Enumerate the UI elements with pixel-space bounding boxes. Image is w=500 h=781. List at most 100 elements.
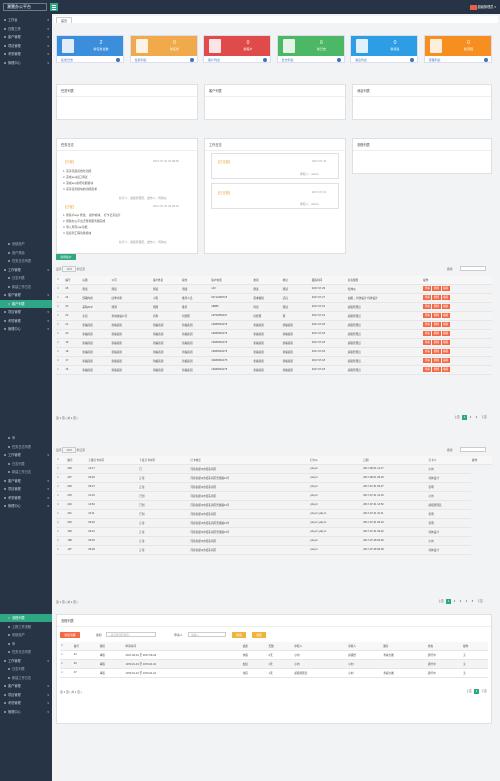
page-button[interactable]: 1: [474, 689, 479, 694]
sidebar-item[interactable]: 任务日志列表: [0, 648, 52, 656]
row-checkbox[interactable]: □: [56, 356, 65, 366]
column-header[interactable]: 图片: [382, 642, 427, 651]
row-action-button[interactable]: 查看: [423, 358, 432, 363]
row-checkbox[interactable]: □: [56, 302, 65, 312]
sidebar-item[interactable]: 日志列表: [0, 665, 52, 673]
column-header[interactable]: 编号: [72, 642, 99, 651]
row-checkbox[interactable]: □: [56, 491, 67, 501]
sidebar-item[interactable]: 工作管理 ▾: [0, 657, 52, 665]
column-header[interactable]: 日期: [362, 456, 428, 465]
row-checkbox[interactable]: □: [56, 536, 67, 546]
sidebar-item[interactable]: 客户管理 ▾: [0, 682, 52, 690]
row-checkbox[interactable]: □: [56, 320, 65, 330]
column-header[interactable]: 标题: [81, 276, 111, 285]
user-menu[interactable]: 超级管理员 ▾: [469, 4, 496, 10]
table-row[interactable]: □ 26 测试 测试 测试 测试 123 测试 测试 2017-07-29 何帅派 查看 删除 编辑: [56, 284, 492, 294]
sidebar-item[interactable]: 工作管理 ▾: [0, 266, 52, 274]
table-row[interactable]: □ 22 主营 查询快速公司 名称 何经理 13760656247 何经理测 2017-07-1…: [56, 311, 492, 321]
row-checkbox[interactable]: □: [56, 311, 65, 321]
column-header[interactable]: 操作: [422, 276, 492, 285]
row-checkbox[interactable]: □: [56, 347, 65, 357]
sidebar-item[interactable]: 管理中心 ▾: [0, 708, 52, 716]
sidebar-item[interactable]: 考勤管理 ▾: [0, 494, 52, 502]
sidebar-item[interactable]: 工作管理 ▾: [0, 451, 52, 459]
row-action-button[interactable]: 查看: [423, 313, 432, 318]
row-checkbox[interactable]: □: [56, 518, 67, 528]
row-action-button[interactable]: 查看: [423, 295, 432, 300]
sidebar-item[interactable]: 审: [0, 640, 52, 648]
column-header[interactable]: 审核人: [347, 642, 383, 651]
table-row[interactable]: □ 200 09:20 正常 河南省郑州市郑东新区普惠路13号 yxkj.cc,yxkj.…: [56, 518, 492, 528]
row-action-button[interactable]: 删除: [432, 367, 441, 372]
select-all-checkbox[interactable]: □: [60, 642, 73, 651]
sidebar-item[interactable]: 考勤管理 ▾: [0, 699, 52, 707]
sidebar-item[interactable]: 日志列表: [0, 274, 52, 282]
sidebar-item[interactable]: 系统用户: [0, 631, 52, 639]
stat-card[interactable]: 2 新任务总数 任务日志: [56, 35, 124, 63]
column-header[interactable]: 状态: [426, 642, 463, 651]
search-button[interactable]: 搜索: [232, 632, 246, 638]
stat-link[interactable]: 任务日志: [57, 56, 123, 64]
stat-link[interactable]: 客户列表: [204, 56, 270, 64]
sidebar-item[interactable]: 新建工作日志: [0, 674, 52, 682]
stat-link[interactable]: 任务列表: [131, 56, 197, 64]
sidebar-item[interactable]: 系统用户: [0, 240, 52, 248]
page-button[interactable]: 1: [446, 599, 451, 604]
page-size-select[interactable]: 10 ▾: [62, 447, 76, 453]
table-row[interactable]: □ 17 新编商团 新编商团 新编商团 新编商团 13683649175 新编商团 新编商团 20…: [56, 356, 492, 366]
sidebar-item[interactable]: 工作台 ▾: [0, 16, 52, 24]
column-header[interactable]: 地址: [281, 276, 311, 285]
table-row[interactable]: □ 18 新编商团 新编商团 新编商团 新编商团 13683649175 新编商团 新编商团 20…: [56, 347, 492, 357]
reset-button[interactable]: 重置: [252, 632, 266, 638]
sidebar-item[interactable]: 日志列表: [0, 460, 52, 468]
column-header[interactable]: 负责规则: [346, 276, 423, 285]
column-header[interactable]: 跟踪时间: [310, 276, 347, 285]
table-row[interactable]: □ 23 采购AFP 测测 测测 推荐 18880 阿凯 测试 2017-07-19 超级管理员 查看…: [56, 302, 492, 312]
row-action-button[interactable]: 编辑: [441, 313, 450, 318]
page-button[interactable]: 3: [459, 600, 462, 603]
column-header[interactable]: 操作: [462, 642, 488, 651]
column-header[interactable]: 天数: [267, 642, 294, 651]
row-checkbox[interactable]: □: [56, 482, 67, 492]
sidebar-item[interactable]: 用户角色: [0, 249, 52, 257]
column-header[interactable]: 打卡人: [427, 456, 472, 465]
sidebar-item[interactable]: 客户管理 ▾: [0, 33, 52, 41]
column-header[interactable]: 申请时间: [124, 642, 242, 651]
row-action-button[interactable]: 编辑: [441, 331, 450, 336]
row-checkbox[interactable]: □: [56, 284, 65, 294]
table-row[interactable]: □ 21 新编商团 新编商团 新编商团 新编商团 13683649175 新编商团 新编商团 20…: [56, 320, 492, 330]
table-row[interactable]: □ 20 新编商团 新编商团 新编商团 新编商团 13683649175 新编商团 新编商团 20…: [56, 329, 492, 339]
table-row[interactable]: □ 206 09:27 正常 河南省郑州市郑东新区 yxkj.cc 2017-07-31 0…: [56, 482, 492, 492]
row-action-button[interactable]: 删除: [432, 322, 441, 327]
row-action-button[interactable]: 删除: [432, 340, 441, 345]
row-checkbox[interactable]: □: [56, 500, 67, 510]
column-header[interactable]: 操作: [471, 456, 492, 465]
sidebar-item[interactable]: 任务日志列表: [0, 257, 52, 265]
column-header[interactable]: 客户电话: [210, 276, 253, 285]
table-row[interactable]: □ 199 09:22 正常 河南省郑州市郑东新区普惠路13号 yxkj.cc,yxkj.…: [56, 527, 492, 537]
row-action-button[interactable]: 编辑: [441, 286, 450, 291]
row-checkbox[interactable]: □: [56, 329, 65, 339]
page-button[interactable]: 上页: [454, 416, 460, 419]
row-action-button[interactable]: 编辑: [441, 367, 450, 372]
page-button[interactable]: 上页: [438, 600, 444, 603]
row-checkbox[interactable]: □: [60, 668, 73, 678]
select-all-checkbox[interactable]: □: [56, 276, 65, 285]
table-row[interactable]: □ 37 事假 1970-01-01 至 1970-01-01 住院 1天 超级管理员 小刘查…: [60, 668, 488, 678]
sidebar-item[interactable]: 项目管理 ▾: [0, 308, 52, 316]
menu-toggle-icon[interactable]: [50, 3, 58, 11]
page-button[interactable]: 5: [471, 600, 474, 603]
column-header[interactable]: 描述: [241, 642, 268, 651]
column-header[interactable]: 打卡ip: [309, 456, 363, 465]
stat-card[interactable]: 0 新流程 流程列表: [423, 35, 492, 63]
page-button[interactable]: 1: [462, 415, 467, 420]
sidebar-item[interactable]: 流程列表: [0, 614, 52, 622]
select-all-checkbox[interactable]: □: [56, 456, 67, 465]
column-header[interactable]: 客户姓名: [151, 276, 182, 285]
column-header[interactable]: 编号: [64, 276, 82, 285]
column-header[interactable]: 类别: [252, 276, 282, 285]
flow-type-select[interactable]: --请选择流程类型--: [106, 632, 156, 637]
stat-card[interactable]: 0 新消息 消息列表: [350, 35, 418, 63]
row-action-button[interactable]: 查看: [423, 349, 432, 354]
sidebar-item[interactable]: 新建工作日志: [0, 468, 52, 476]
